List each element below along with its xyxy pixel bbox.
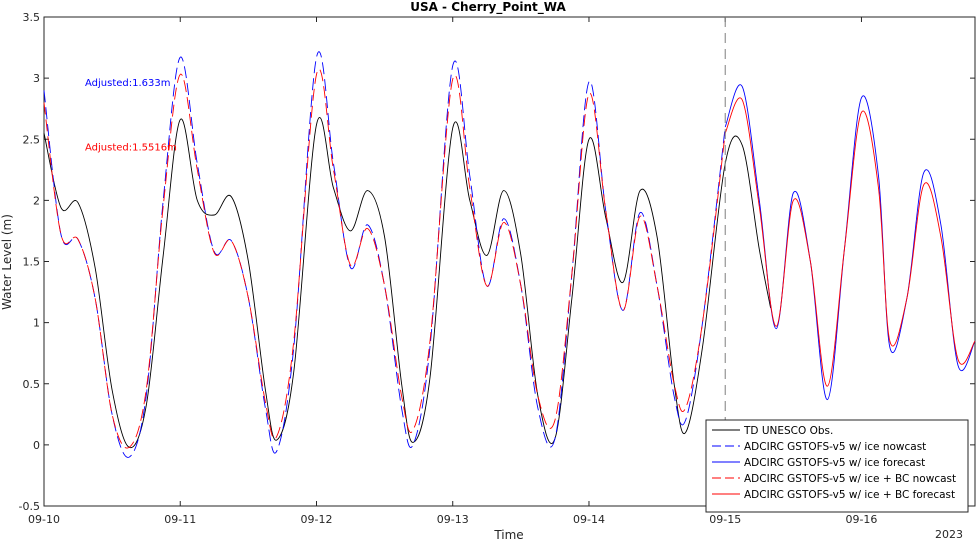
y-tick-label: -0.5 — [19, 500, 40, 513]
series-line-4 — [724, 97, 976, 387]
x-year-label: 2023 — [935, 528, 963, 541]
chart-title: USA - Cherry_Point_WA — [410, 0, 566, 15]
legend-entry: ADCIRC GSTOFS-v5 w/ ice + BC nowcast — [744, 473, 956, 485]
y-tick-label: 1 — [33, 317, 40, 330]
series-line-3 — [43, 68, 726, 449]
x-tick-label: 09-14 — [573, 513, 605, 526]
y-axis-label: Water Level (m) — [0, 214, 14, 310]
legend: TD UNESCO Obs. ADCIRC GSTOFS-v5 w/ ice no… — [705, 419, 969, 513]
annotations: Adjusted:1.633m Adjusted:1.5516m — [85, 78, 177, 154]
y-tick-label: 3.5 — [23, 11, 41, 24]
x-tick-label: 09-13 — [437, 513, 469, 526]
y-tick-label: 0.5 — [23, 378, 41, 391]
y-tick-label: 1.5 — [23, 256, 41, 269]
x-tick-label: 09-10 — [28, 513, 60, 526]
x-tick-label: 09-15 — [709, 513, 741, 526]
y-tick-label: 2.5 — [23, 133, 41, 146]
x-tick-label: 09-11 — [164, 513, 196, 526]
series-layer — [43, 51, 976, 458]
y-tick-label: 3 — [33, 72, 40, 85]
series-line-0 — [43, 116, 772, 449]
x-axis-label: Time — [493, 528, 523, 541]
axis-ticks: 09-10 09-11 09-12 09-13 09-14 09-15 09-16 -0.5 0… — [19, 11, 975, 526]
legend-entry: ADCIRC GSTOFS-v5 w/ ice + BC forecast — [744, 489, 955, 501]
x-tick-label: 09-12 — [301, 513, 333, 526]
y-tick-label: 2 — [33, 194, 40, 207]
x-tick-label: 09-16 — [845, 513, 877, 526]
legend-entry: TD UNESCO Obs. — [743, 425, 833, 437]
adjusted-annotation: Adjusted:1.633m — [85, 78, 171, 89]
legend-entry: ADCIRC GSTOFS-v5 w/ ice forecast — [744, 457, 925, 469]
adjusted-annotation: Adjusted:1.5516m — [85, 143, 177, 154]
legend-box — [705, 419, 969, 513]
y-tick-label: 0 — [33, 439, 40, 452]
legend-entry: ADCIRC GSTOFS-v5 w/ ice nowcast — [744, 441, 926, 453]
